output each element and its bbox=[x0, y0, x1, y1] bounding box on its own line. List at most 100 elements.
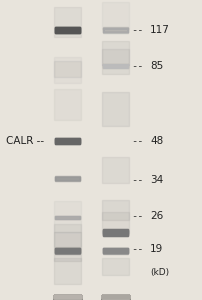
Bar bbox=[54, 296, 81, 298]
Bar bbox=[54, 295, 81, 298]
Bar bbox=[103, 28, 128, 32]
Bar bbox=[102, 297, 129, 300]
Bar bbox=[55, 248, 80, 254]
Bar bbox=[54, 295, 81, 298]
Bar bbox=[102, 296, 129, 299]
Bar bbox=[102, 297, 129, 300]
Bar bbox=[102, 296, 129, 298]
Bar bbox=[102, 297, 129, 300]
Bar bbox=[103, 230, 128, 235]
Bar bbox=[103, 248, 128, 253]
Bar bbox=[54, 295, 81, 298]
Bar bbox=[102, 295, 129, 298]
Bar bbox=[103, 249, 128, 252]
Bar bbox=[54, 296, 81, 298]
Bar bbox=[102, 295, 129, 298]
Bar bbox=[54, 297, 81, 300]
Bar bbox=[102, 200, 129, 220]
Bar bbox=[54, 296, 81, 299]
Text: 117: 117 bbox=[150, 25, 170, 35]
Bar bbox=[54, 295, 81, 298]
Bar bbox=[54, 295, 81, 298]
Bar bbox=[102, 297, 129, 300]
Bar bbox=[103, 28, 128, 32]
Bar bbox=[103, 64, 128, 68]
Bar bbox=[103, 248, 128, 253]
Bar bbox=[55, 177, 80, 180]
Bar bbox=[102, 41, 129, 74]
Bar bbox=[55, 177, 80, 180]
Bar bbox=[102, 296, 129, 299]
Bar bbox=[102, 295, 129, 298]
Bar bbox=[103, 64, 128, 68]
Bar bbox=[103, 64, 128, 68]
Text: --: -- bbox=[131, 136, 143, 146]
Bar bbox=[54, 295, 81, 298]
Bar bbox=[54, 297, 81, 300]
Bar bbox=[102, 297, 129, 299]
Bar bbox=[55, 176, 80, 181]
Bar bbox=[102, 296, 129, 298]
Bar bbox=[102, 295, 129, 298]
Bar bbox=[54, 296, 81, 299]
Bar bbox=[54, 297, 81, 300]
Bar bbox=[102, 49, 129, 65]
Bar bbox=[103, 248, 128, 253]
Bar bbox=[54, 296, 81, 299]
Bar bbox=[55, 177, 80, 180]
Bar bbox=[54, 89, 81, 120]
Bar bbox=[102, 297, 129, 300]
Bar bbox=[54, 295, 81, 298]
Text: (kD): (kD) bbox=[150, 268, 169, 278]
Bar bbox=[55, 139, 80, 143]
Bar bbox=[102, 296, 129, 299]
Bar bbox=[55, 138, 80, 144]
Bar bbox=[54, 295, 81, 298]
Bar bbox=[103, 65, 128, 67]
Bar bbox=[54, 295, 81, 298]
Bar bbox=[103, 64, 128, 68]
Bar bbox=[54, 297, 81, 300]
Bar bbox=[102, 295, 129, 298]
Bar bbox=[103, 65, 128, 67]
Bar bbox=[102, 296, 129, 298]
Bar bbox=[103, 248, 128, 253]
Bar bbox=[103, 28, 128, 32]
Bar bbox=[102, 296, 129, 299]
Bar bbox=[102, 297, 129, 299]
Bar bbox=[54, 297, 81, 300]
Bar bbox=[103, 65, 128, 67]
Bar bbox=[102, 296, 129, 298]
Bar bbox=[102, 295, 129, 298]
Bar bbox=[55, 216, 80, 219]
Bar bbox=[102, 296, 129, 299]
Bar bbox=[54, 296, 81, 298]
Bar bbox=[54, 296, 81, 298]
Bar bbox=[103, 229, 128, 236]
Bar bbox=[55, 248, 80, 253]
Bar bbox=[54, 296, 81, 299]
Text: 34: 34 bbox=[150, 175, 163, 185]
Bar bbox=[103, 64, 128, 68]
Bar bbox=[55, 139, 80, 143]
Bar bbox=[54, 296, 81, 299]
Bar bbox=[54, 297, 81, 300]
Bar bbox=[54, 296, 81, 299]
Bar bbox=[54, 296, 81, 299]
Text: 26: 26 bbox=[150, 211, 163, 221]
Bar bbox=[54, 297, 81, 300]
Bar bbox=[54, 296, 81, 299]
Bar bbox=[54, 295, 81, 298]
Text: --: -- bbox=[131, 61, 143, 71]
Bar bbox=[54, 296, 81, 298]
Bar bbox=[102, 296, 129, 299]
Bar bbox=[55, 177, 80, 180]
Bar bbox=[54, 295, 81, 298]
Bar bbox=[54, 296, 81, 298]
Bar bbox=[103, 231, 128, 234]
Bar bbox=[102, 296, 129, 299]
Bar bbox=[54, 295, 81, 298]
Bar bbox=[55, 248, 80, 253]
Bar bbox=[54, 297, 81, 300]
Bar bbox=[103, 230, 128, 235]
